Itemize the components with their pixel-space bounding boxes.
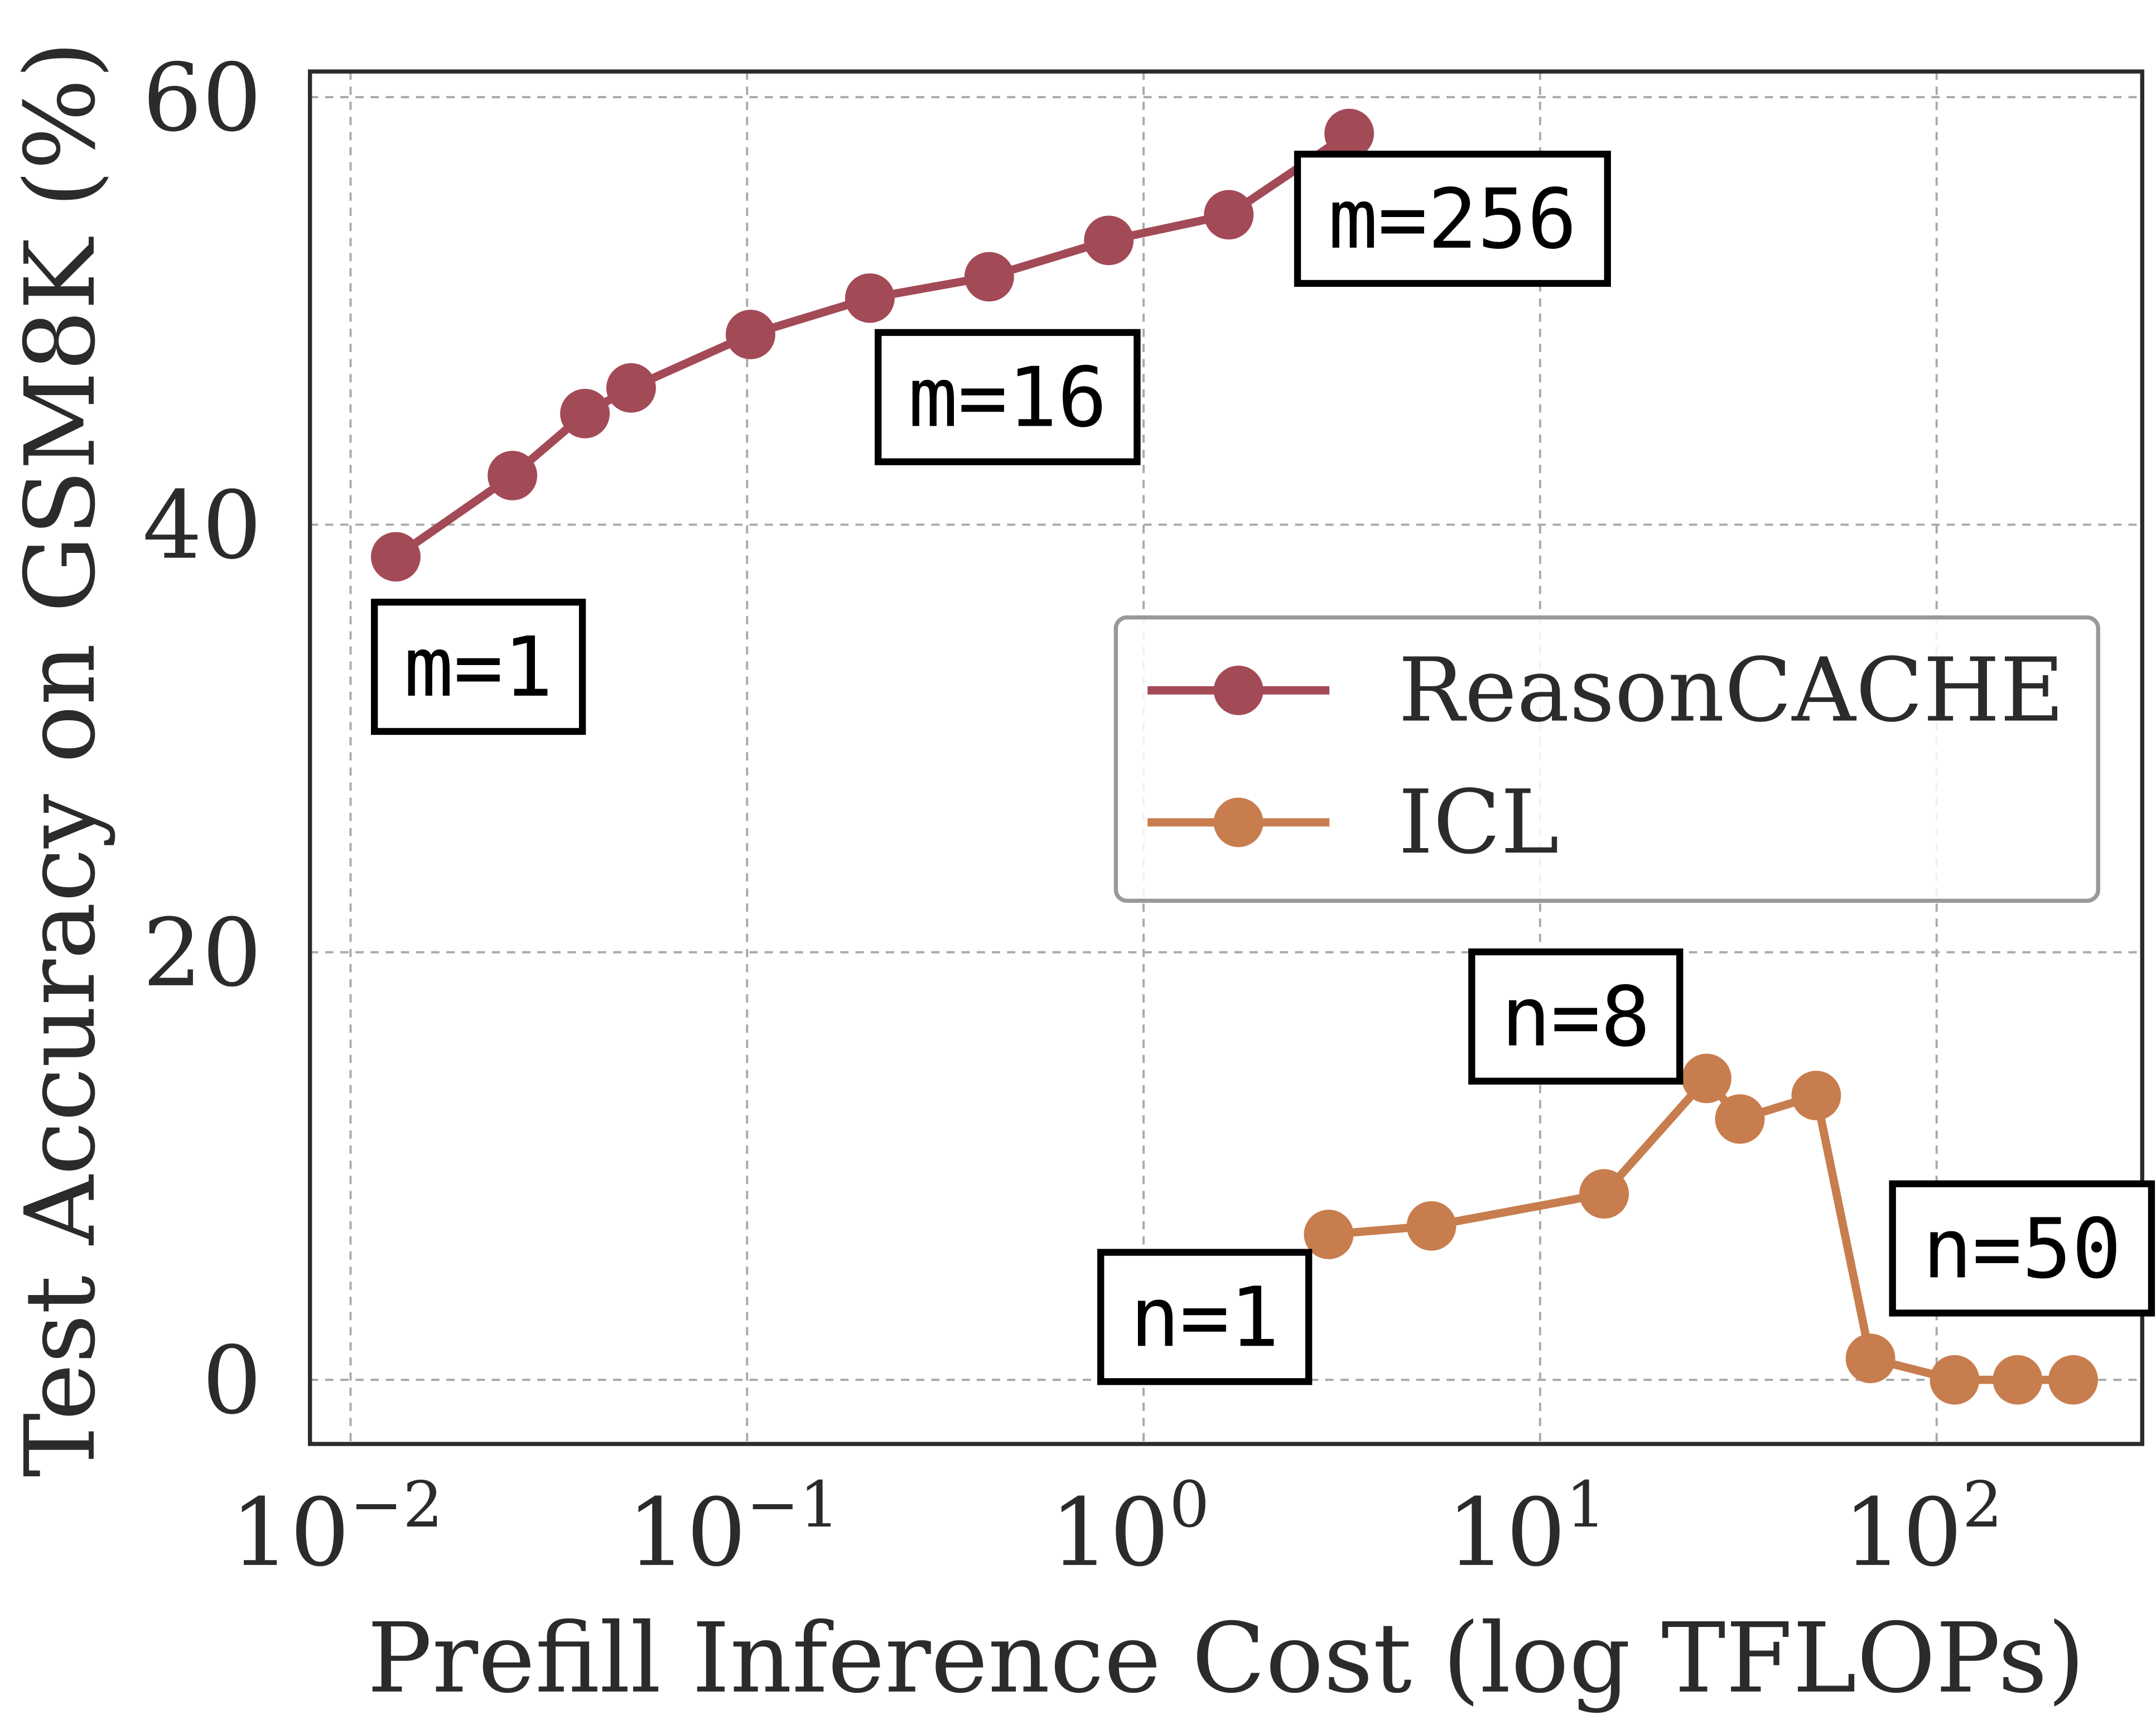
y-tick-labels: 0 20 40 60 [143,43,262,1435]
data-point [560,388,610,439]
data-point [1579,1169,1629,1219]
x-tick-label: 101 [1446,1468,1606,1587]
series-line [393,130,1352,561]
data-point [964,252,1014,302]
series-layer [370,108,2098,1405]
annotation-text: n=1 [1130,1269,1280,1365]
annotation-text: n=50 [1922,1201,2121,1297]
y-tick-label: 20 [143,898,262,1008]
data-point [370,532,421,582]
annotation-label: n=1 [1097,1249,1313,1385]
legend-label: ICL [1398,771,1559,874]
data-point [1084,215,1134,266]
data-point [488,450,538,500]
legend-items: ReasonCACHE ICL [1147,639,2065,874]
legend-label: ReasonCACHE [1398,639,2065,742]
data-point [1324,108,1374,158]
y-tick-label: 60 [143,43,262,152]
annotation-box [1294,151,1611,287]
x-tick-label: 102 [1843,1468,2003,1587]
annotation-text: n=8 [1501,969,1651,1065]
data-point [1304,1210,1354,1259]
annotation-box [1097,1249,1313,1385]
annotations: m=1 m=16 m=256 n=1 n=8 n=50 [370,151,2155,1385]
annotation-box [370,599,586,735]
x-axis-label: Prefill Inference Cost (log TFLOPs) [367,1602,2085,1715]
annotation-text: m=16 [908,350,1107,446]
legend-item: ReasonCACHE [1147,639,2065,742]
data-point [2048,1355,2098,1405]
data-point [1845,1333,1895,1384]
annotation-label: m=1 [370,599,586,735]
legend-marker [1213,665,1263,715]
data-point [1406,1201,1456,1251]
x-tick-label: 10−2 [230,1468,443,1587]
data-point [1791,1071,1841,1120]
annotation-label: n=50 [1889,1180,2155,1317]
y-tick-label: 0 [202,1326,262,1435]
annotation-label: n=8 [1468,948,1684,1085]
annotation-label: m=256 [1294,151,1611,287]
data-point [1930,1355,1980,1405]
series-icl [1304,1053,2098,1405]
x-tick-label: 100 [1050,1468,1209,1587]
legend: ReasonCACHE ICL [1113,615,2100,903]
annotation-text: m=1 [404,619,553,715]
legend-marker [1213,797,1263,848]
annotation-box [1889,1180,2155,1317]
series-line [1328,1074,2073,1384]
annotation-box [874,329,1141,465]
legend-item: ICL [1147,771,1559,874]
annotation-label: m=16 [874,329,1141,465]
data-point [1715,1094,1765,1144]
annotation-box [1468,948,1684,1085]
x-tick-label: 10−1 [627,1468,840,1587]
x-tick-labels: 10−2 10−1 100 101 102 [230,1468,2003,1587]
data-point [1993,1355,2043,1405]
data-point [1681,1053,1731,1104]
y-tick-label: 40 [143,471,262,580]
y-axis-label: Test Accuracy on GSM8K (%) [4,41,117,1477]
annotation-text: m=256 [1328,171,1577,267]
legend-box [1113,615,2100,903]
plot-frame [307,69,2145,1446]
series-reasoncache [370,108,1374,582]
data-point [845,273,895,323]
data-point [1204,190,1254,240]
data-point [725,310,775,359]
data-point [606,363,656,413]
